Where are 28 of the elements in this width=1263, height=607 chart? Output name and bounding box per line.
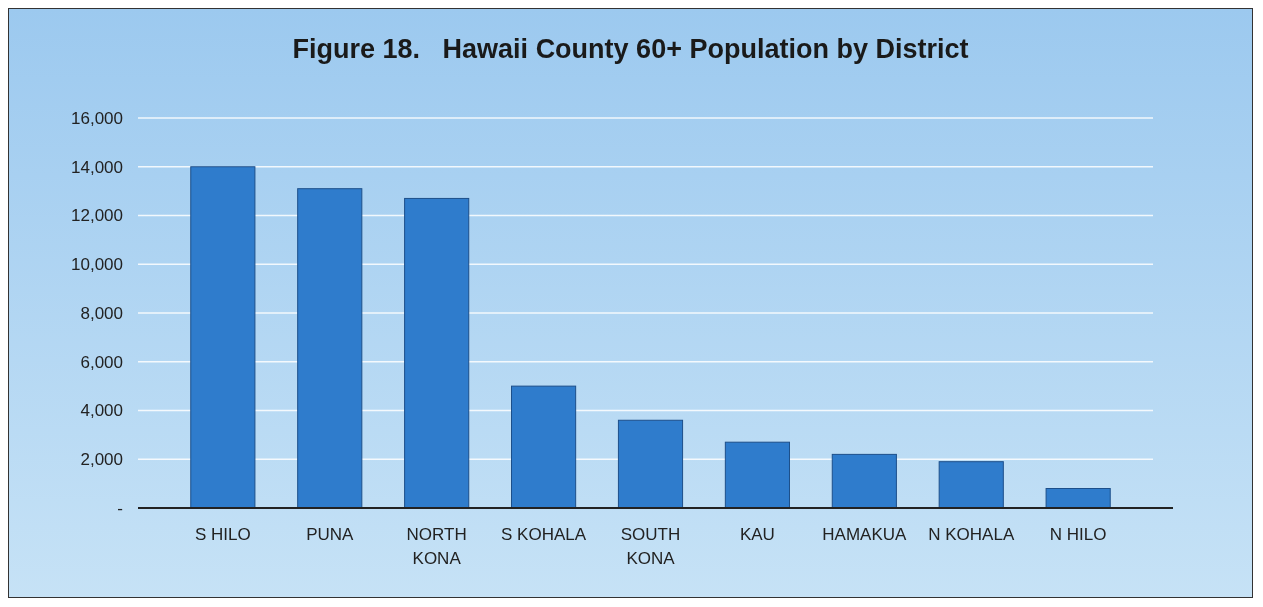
x-tick-label: N KOHALA (928, 525, 1015, 544)
x-tick-label: S HILO (194, 525, 251, 544)
y-tick-label: 14,000 (71, 157, 123, 177)
x-tick-label: N HILO (1049, 525, 1107, 544)
y-tick-label: 8,000 (80, 303, 123, 323)
x-tick-label: NORTH KONA (406, 525, 467, 568)
y-tick-label: 10,000 (71, 255, 123, 275)
x-tick-label: KAU (739, 525, 775, 544)
bar (938, 461, 1004, 509)
bar (724, 441, 790, 509)
bar (511, 385, 577, 509)
y-tick-label: 6,000 (80, 352, 123, 372)
y-tick-label: 16,000 (71, 108, 123, 128)
y-tick-label: 12,000 (71, 206, 123, 226)
bar (617, 419, 684, 509)
bar (831, 453, 897, 509)
bar (1045, 488, 1111, 509)
x-tick-label: HAMAKUA (822, 525, 908, 544)
y-tick-label: 2,000 (80, 450, 123, 470)
bar (190, 166, 256, 509)
x-tick-label: S KOHALA (501, 525, 587, 544)
y-tick-label: 4,000 (80, 401, 123, 421)
bar (297, 188, 363, 509)
chart-title: Figure 18. Hawaii County 60+ Population by District (292, 34, 969, 64)
y-tick-label: - (117, 498, 123, 518)
bar (404, 197, 470, 509)
x-tick-label: SOUTH KONA (620, 525, 681, 568)
x-tick-label: PUNA (306, 525, 355, 544)
